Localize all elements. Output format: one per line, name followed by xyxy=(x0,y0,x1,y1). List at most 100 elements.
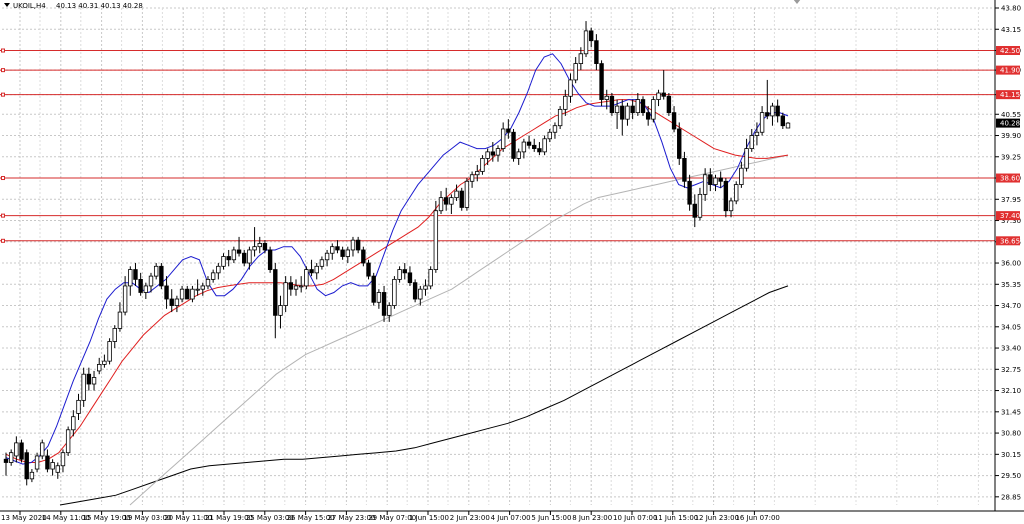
candle-body-bull xyxy=(117,311,123,329)
candle-body-bull xyxy=(81,373,86,401)
candle xyxy=(262,240,268,254)
price-tick-label: 34.70 xyxy=(1001,302,1021,310)
candle-body-bull xyxy=(71,416,76,431)
level-anchor-handle[interactable] xyxy=(1,238,5,243)
candle-body-bull xyxy=(112,328,117,342)
level-anchor-handle[interactable] xyxy=(1,68,5,73)
moving-averages xyxy=(5,53,789,506)
candle xyxy=(495,145,501,162)
candle-body-bear xyxy=(236,249,242,254)
candle-body-bear xyxy=(718,177,723,182)
candle xyxy=(713,174,718,192)
candle-body-bull xyxy=(148,275,154,287)
candle-body-bull xyxy=(557,108,563,127)
time-tick-label: 20 May 11:00 xyxy=(164,514,212,522)
candle-body-bull xyxy=(205,278,211,287)
candle-body-bull xyxy=(195,288,200,291)
level-anchor-handle[interactable] xyxy=(1,176,5,181)
candle-body-bull xyxy=(547,131,552,140)
price-tick-label: 36.00 xyxy=(1001,260,1021,268)
time-tick-label: 25 May 03:00 xyxy=(246,514,294,522)
ma-long-line xyxy=(59,285,789,506)
candle xyxy=(86,367,92,391)
price-tick-label: 37.95 xyxy=(1001,196,1021,204)
candle-body-bear xyxy=(159,265,164,287)
level-label-bg xyxy=(996,236,1020,246)
price-tick-label: 30.15 xyxy=(1001,451,1021,459)
candle xyxy=(159,263,164,290)
candle xyxy=(257,236,262,254)
candle xyxy=(630,99,635,120)
candle xyxy=(443,187,449,211)
candle-body-bull xyxy=(573,63,578,81)
candle-body-bull xyxy=(713,177,718,185)
candle-body-bear xyxy=(645,112,651,120)
triangle-down-icon[interactable] xyxy=(4,3,10,7)
chart-header: UKOIL,H4 40.13 40.31 40.13 40.28 xyxy=(4,2,143,10)
time-tick-label: 12 Jun 23:00 xyxy=(695,514,739,522)
candle-body-bull xyxy=(8,452,14,463)
axes xyxy=(0,0,1024,512)
time-tick-label: 29 May 07:00 xyxy=(368,514,416,522)
candle-body-bull xyxy=(314,265,319,274)
candle xyxy=(609,93,615,116)
candle-body-bear xyxy=(267,249,273,270)
candle-body-bear xyxy=(407,272,413,284)
candle-body-bull xyxy=(76,399,81,414)
candle-body-bear xyxy=(273,269,278,316)
candle-body-bull xyxy=(190,288,195,300)
candle-body-bear xyxy=(671,112,677,130)
level-anchor-handle[interactable] xyxy=(1,92,5,97)
candle xyxy=(71,410,76,437)
candle xyxy=(500,122,506,152)
candle xyxy=(459,187,464,211)
candle-body-bear xyxy=(723,180,729,212)
candle-body-bull xyxy=(376,292,382,303)
candle-body-bear xyxy=(164,285,169,300)
candle xyxy=(298,276,304,293)
candle xyxy=(718,171,723,188)
candle-body-bear xyxy=(443,197,449,205)
candle xyxy=(324,249,330,267)
candle-body-bear xyxy=(682,158,687,182)
candle xyxy=(397,266,402,283)
candle-body-bear xyxy=(226,256,231,261)
candle xyxy=(267,246,273,273)
scroll-down-arrow-icon[interactable] xyxy=(793,0,801,4)
candle xyxy=(97,357,102,375)
candle xyxy=(723,178,729,218)
candle xyxy=(490,142,496,162)
candle xyxy=(164,276,169,309)
candle xyxy=(304,266,309,290)
candle xyxy=(19,439,24,463)
candle-body-bull xyxy=(392,278,397,306)
candle-body-bear xyxy=(340,249,345,257)
candle-body-bull xyxy=(252,246,257,251)
candle xyxy=(625,102,630,126)
candle-body-bull xyxy=(257,243,262,248)
level-anchor-handle[interactable] xyxy=(1,213,5,218)
candle-body-bull xyxy=(485,151,490,159)
time-tick-label: 21 May 19:00 xyxy=(205,514,253,522)
candle-body-bull xyxy=(521,141,527,153)
level-price-labels: 42.50 41.90 41.15 38.60 37.40 36.65 40.28 xyxy=(996,46,1020,246)
level-anchor-handle[interactable] xyxy=(1,48,5,53)
candle xyxy=(708,168,713,192)
current-price-label: 40.28 xyxy=(1000,120,1020,128)
candle xyxy=(666,93,672,116)
candle xyxy=(739,161,744,188)
candle-body-bear xyxy=(412,282,418,300)
candle-body-bull xyxy=(744,148,749,169)
candle xyxy=(583,21,589,58)
candle-body-bull xyxy=(330,246,335,254)
candle-body-bull xyxy=(65,429,71,454)
candle xyxy=(620,99,625,136)
candle xyxy=(728,197,734,218)
candle-body-bull xyxy=(122,285,128,313)
candle xyxy=(283,276,288,313)
candle-body-bear xyxy=(459,190,464,208)
horizontal-levels xyxy=(0,48,995,243)
candle-body-bull xyxy=(153,265,159,277)
